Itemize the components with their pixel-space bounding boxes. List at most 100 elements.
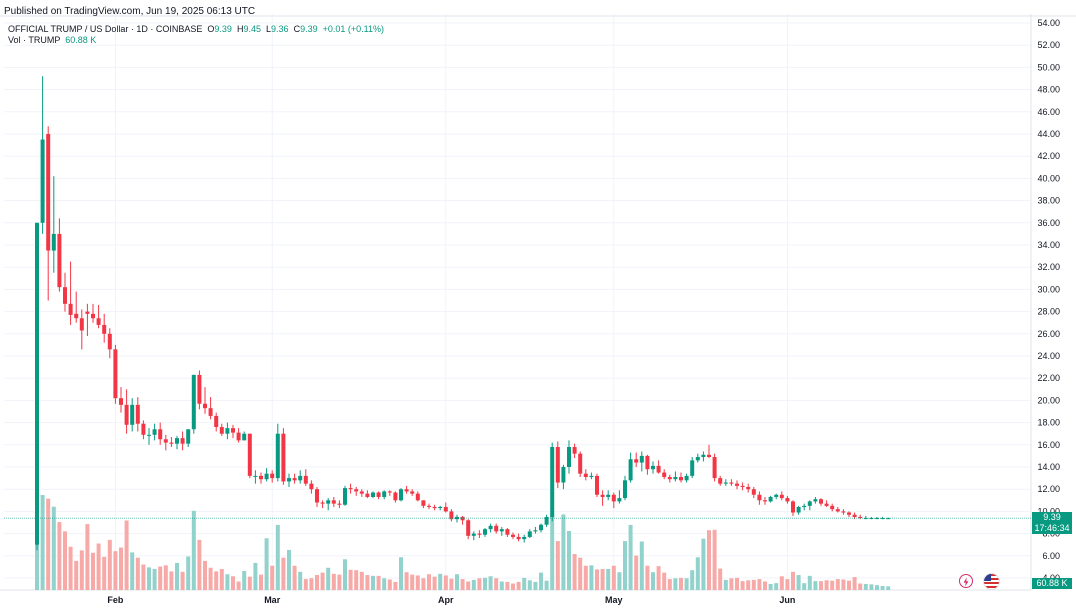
volume-bar	[863, 583, 868, 590]
candle-body	[830, 505, 835, 510]
volume-bar	[309, 578, 314, 590]
candle-body	[488, 525, 493, 530]
high-value: 9.45	[243, 24, 261, 34]
open-value: 9.39	[214, 24, 232, 34]
candle-body	[432, 506, 437, 509]
candle-body	[35, 222, 39, 545]
volume-bar	[802, 583, 807, 590]
volume-bar	[259, 574, 263, 590]
volume-bar	[830, 580, 835, 590]
change-value: +0.01 (+0.11%)	[322, 24, 384, 34]
volume-bar	[51, 506, 56, 590]
volume-bar	[718, 568, 723, 590]
x-tick-label: Mar	[264, 595, 281, 605]
candle-body	[91, 313, 95, 319]
volume-bar	[880, 585, 885, 590]
volume-bar	[763, 581, 767, 590]
volume-bar	[315, 575, 319, 590]
candle-body	[119, 398, 123, 405]
candle-body	[96, 318, 101, 325]
low-value: 9.36	[271, 24, 289, 34]
volume-bar	[578, 557, 583, 590]
volume-bar	[819, 581, 823, 590]
y-tick-label: 50.00	[1037, 62, 1060, 72]
volume-bar	[404, 572, 409, 590]
y-tick-label: 10.00	[1037, 506, 1060, 516]
candle-body	[393, 492, 398, 501]
volume-bar	[107, 539, 112, 590]
candle-body	[264, 473, 269, 480]
volume-bar	[74, 560, 79, 590]
volume-bar	[359, 571, 364, 590]
candle-body	[511, 534, 515, 537]
volume-bar	[186, 556, 191, 590]
y-tick-label: 20.00	[1037, 395, 1060, 405]
candle-body	[460, 516, 465, 521]
us-flag-icon[interactable]	[983, 573, 1000, 590]
candle-body	[404, 489, 409, 492]
volume-bar	[729, 578, 734, 590]
candle-body	[858, 516, 863, 519]
volume-bar	[337, 574, 342, 590]
candle-body	[477, 533, 482, 535]
candle-body	[729, 482, 734, 484]
volume-bar	[695, 557, 700, 590]
close-value: 9.39	[300, 24, 318, 34]
volume-bar	[735, 577, 739, 590]
volume-bar	[869, 584, 874, 590]
volume-bar	[102, 556, 107, 590]
last-price-badge: 9.39 17:46:34	[1032, 512, 1072, 534]
volume-bar	[796, 575, 801, 590]
volume-legend: Vol · TRUMP 60.88 K	[8, 35, 96, 45]
y-tick-label: 6.00	[1042, 551, 1060, 561]
volume-bar	[371, 575, 375, 590]
volume-bar	[141, 564, 146, 590]
y-tick-label: 30.00	[1037, 284, 1060, 294]
candle-body	[186, 429, 191, 444]
candle-body	[135, 404, 140, 424]
lightning-icon[interactable]	[959, 574, 973, 588]
candle-body	[499, 529, 504, 532]
volume-bar	[343, 559, 347, 590]
volume-bar	[91, 552, 95, 590]
close-label: C	[293, 24, 301, 34]
candle-body	[124, 404, 129, 425]
volume-bar	[886, 586, 891, 590]
candle-body	[544, 516, 549, 525]
volume-bar	[275, 524, 280, 590]
volume-bar	[679, 577, 683, 590]
volume-bar	[427, 574, 431, 590]
volume-bar	[707, 530, 711, 590]
volume-bar	[841, 579, 846, 590]
volume-bar	[516, 581, 521, 590]
volume-bar	[539, 572, 543, 590]
candle-body	[611, 494, 616, 502]
volume-bar	[779, 576, 784, 590]
candle-body	[281, 433, 286, 482]
candle-body	[639, 455, 644, 463]
volume-bar	[662, 572, 667, 590]
volume-bar	[611, 565, 616, 590]
volume-bar	[617, 572, 622, 590]
candle-body	[679, 476, 683, 481]
volume-bar	[499, 581, 504, 590]
candle-body	[483, 529, 487, 535]
volume-bar	[191, 510, 196, 590]
candle-body	[533, 530, 538, 532]
volume-bar	[292, 565, 297, 590]
candle-body	[768, 496, 773, 502]
volume-bar	[96, 543, 101, 590]
volume-bar	[242, 571, 247, 590]
volume-bar	[393, 581, 398, 590]
y-tick-label: 22.00	[1037, 373, 1060, 383]
y-tick-label: 12.00	[1037, 484, 1060, 494]
candle-body	[763, 500, 767, 502]
volume-bar	[768, 583, 773, 590]
candle-body	[253, 475, 258, 477]
candle-body	[774, 494, 779, 497]
y-tick-label: 26.00	[1037, 329, 1060, 339]
volume-bar	[354, 570, 359, 590]
candle-body	[203, 403, 207, 409]
volume-bar	[387, 579, 392, 590]
